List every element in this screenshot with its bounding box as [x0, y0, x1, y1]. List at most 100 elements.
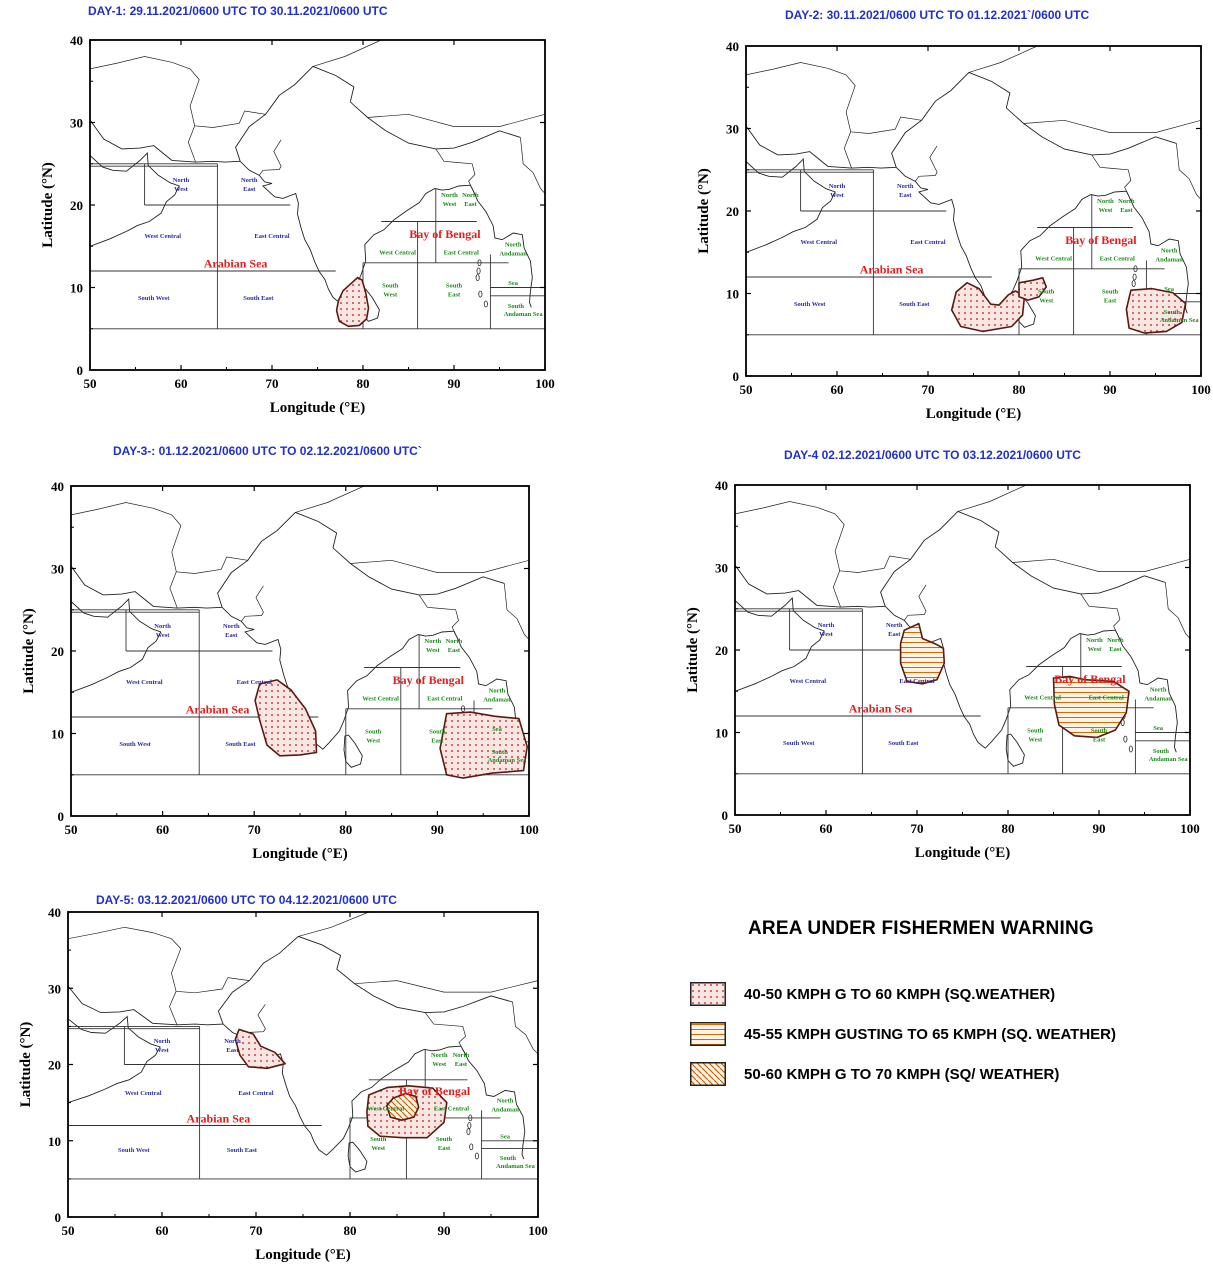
arabian-sea-label: Arabian Sea — [860, 263, 924, 277]
region-label-andaman_north: North Andaman — [1144, 686, 1172, 702]
coastline-iran — [746, 125, 897, 169]
x-tick-label: 80 — [1002, 821, 1015, 836]
island-icon — [1128, 745, 1133, 753]
y-tick-label: 0 — [77, 363, 84, 378]
border-line — [187, 125, 196, 163]
region-label-bob_south_east: South East — [436, 1136, 453, 1152]
region-label-bob_north_west: North West — [425, 638, 442, 654]
border-line — [915, 145, 938, 182]
border-line — [512, 1001, 538, 1055]
coastline-india — [221, 606, 462, 750]
y-tick-label: 10 — [51, 727, 64, 742]
region-label-as_west_central: West Central — [789, 678, 826, 685]
region-label-as_south_east: South East — [227, 1147, 258, 1154]
panel-title: DAY-1: 29.11.2021/0600 UTC TO 30.11.2021… — [88, 4, 388, 18]
region-label-bob_south_west: South West — [370, 1136, 387, 1152]
legend-swatch-horizontal — [690, 1022, 726, 1046]
coastline-myanmar — [1133, 206, 1189, 314]
y-tick-label: 20 — [48, 1058, 61, 1073]
legend-label-diagonal: 50-60 KMPH G TO 70 KMPH (SQ/ WEATHER) — [744, 1065, 1060, 1083]
coastline-arabia — [746, 157, 836, 253]
y-tick-label: 20 — [715, 643, 728, 658]
panel-title: DAY-4 02.12.2021/0600 UTC TO 03.12.2021/… — [784, 448, 1081, 462]
region-label-andaman_sea: Sea — [1164, 286, 1175, 293]
region-label-as_south_west: South West — [118, 1147, 150, 1154]
map-panel-day-3: DAY-3-: 01.12.2021/0600 UTC TO 02.12.202… — [5, 442, 550, 872]
bay-of-bengal-label: Bay of Bengal — [1054, 672, 1126, 686]
region-label-bob_north_west: North West — [431, 1052, 448, 1068]
y-tick-label: 0 — [55, 1210, 62, 1225]
region-label-as_east_central: East Central — [910, 239, 945, 246]
region-label-as_west_central: West Central — [125, 1090, 162, 1097]
region-label-bob_west_central: West Central — [362, 696, 399, 703]
x-tick-label: 60 — [831, 382, 844, 397]
coastline-myanmar — [468, 1060, 526, 1160]
y-axis-label: Latitude (°N) — [18, 1022, 34, 1108]
x-tick-label: 80 — [357, 376, 370, 391]
island-icon — [467, 1122, 472, 1129]
y-tick-label: 10 — [70, 281, 83, 296]
x-tick-label: 70 — [266, 376, 279, 391]
x-tick-label: 60 — [156, 1223, 169, 1238]
x-tick-label: 100 — [519, 822, 539, 837]
region-label-andaman_sea: Sea — [500, 1133, 511, 1140]
coastline-north — [880, 510, 1166, 607]
warning-area — [335, 276, 370, 328]
region-label-as_south_east: South East — [225, 741, 256, 748]
border-line — [843, 131, 852, 169]
border-line — [746, 62, 922, 134]
border-line — [1012, 558, 1190, 572]
region-label-andaman_south: South Andaman Sea — [504, 303, 544, 318]
coastline-north — [891, 71, 1177, 168]
x-axis-label: Longitude (°E) — [252, 846, 348, 862]
region-label-bob_north_east: North East — [1118, 198, 1135, 214]
coastline-north — [217, 511, 505, 608]
region-label-bob_north_east: North East — [1107, 637, 1124, 653]
border-line — [735, 501, 911, 573]
region-label-bob_south_east: South East — [429, 729, 446, 745]
region-label-as_west_central: West Central — [144, 233, 181, 240]
y-tick-label: 40 — [48, 905, 61, 920]
x-tick-label: 50 — [740, 382, 753, 397]
warning-area — [950, 281, 1026, 333]
y-tick-label: 40 — [51, 479, 64, 494]
island-icon — [1123, 735, 1128, 743]
region-label-bob_north_west: North West — [1086, 637, 1103, 653]
y-axis-label: Latitude (°N) — [696, 168, 712, 254]
legend-label-horizontal: 45-55 KMPH GUSTING TO 65 KMPH (SQ. WEATH… — [744, 1025, 1116, 1043]
region-label-andaman_sea: Sea — [508, 280, 519, 287]
x-tick-label: 70 — [250, 1223, 263, 1238]
y-tick-label: 0 — [733, 369, 740, 384]
coastline-arabia — [735, 596, 825, 692]
region-label-as_north_east: North East — [241, 177, 258, 193]
region-label-as_east_central: East Central — [237, 679, 272, 686]
y-tick-label: 10 — [48, 1134, 61, 1149]
region-label-andaman_north: North Andaman — [1155, 247, 1183, 263]
map-panel-day-4: DAY-4 02.12.2021/0600 UTC TO 03.12.2021/… — [668, 445, 1213, 875]
legend-label-dots: 40-50 KMPH G TO 60 KMPH (SQ.WEATHER) — [744, 985, 1056, 1003]
x-tick-label: 60 — [820, 821, 833, 836]
y-tick-label: 20 — [51, 644, 64, 659]
y-tick-label: 20 — [726, 204, 739, 219]
region-label-bob_east_central: East Central — [434, 1105, 469, 1112]
island-icon — [475, 274, 480, 282]
coastline-north — [235, 65, 521, 162]
coastline-sri-lanka — [347, 1141, 368, 1173]
border-line — [169, 991, 178, 1025]
island-icon — [476, 267, 481, 275]
region-label-as_north_east: North East — [224, 1038, 241, 1054]
region-label-bob_north_east: North East — [462, 192, 479, 208]
legend-item-horizontal: 45-55 KMPH GUSTING TO 65 KMPH (SQ. WEATH… — [690, 1014, 1210, 1054]
x-tick-label: 50 — [729, 821, 742, 836]
region-label-as_south_east: South East — [243, 295, 274, 302]
x-tick-label: 60 — [175, 376, 188, 391]
border-line — [169, 571, 178, 609]
coastline-india — [239, 160, 479, 304]
panel-title: DAY-3-: 01.12.2021/0600 UTC TO 02.12.202… — [113, 444, 422, 458]
border-line — [1176, 143, 1201, 200]
border-line — [1165, 582, 1190, 639]
bay-of-bengal-label: Bay of Bengal — [399, 1084, 471, 1098]
y-axis-label: Latitude (°N) — [40, 162, 56, 248]
coastline-iran — [735, 564, 886, 608]
region-label-as_north_west: North West — [818, 622, 835, 638]
